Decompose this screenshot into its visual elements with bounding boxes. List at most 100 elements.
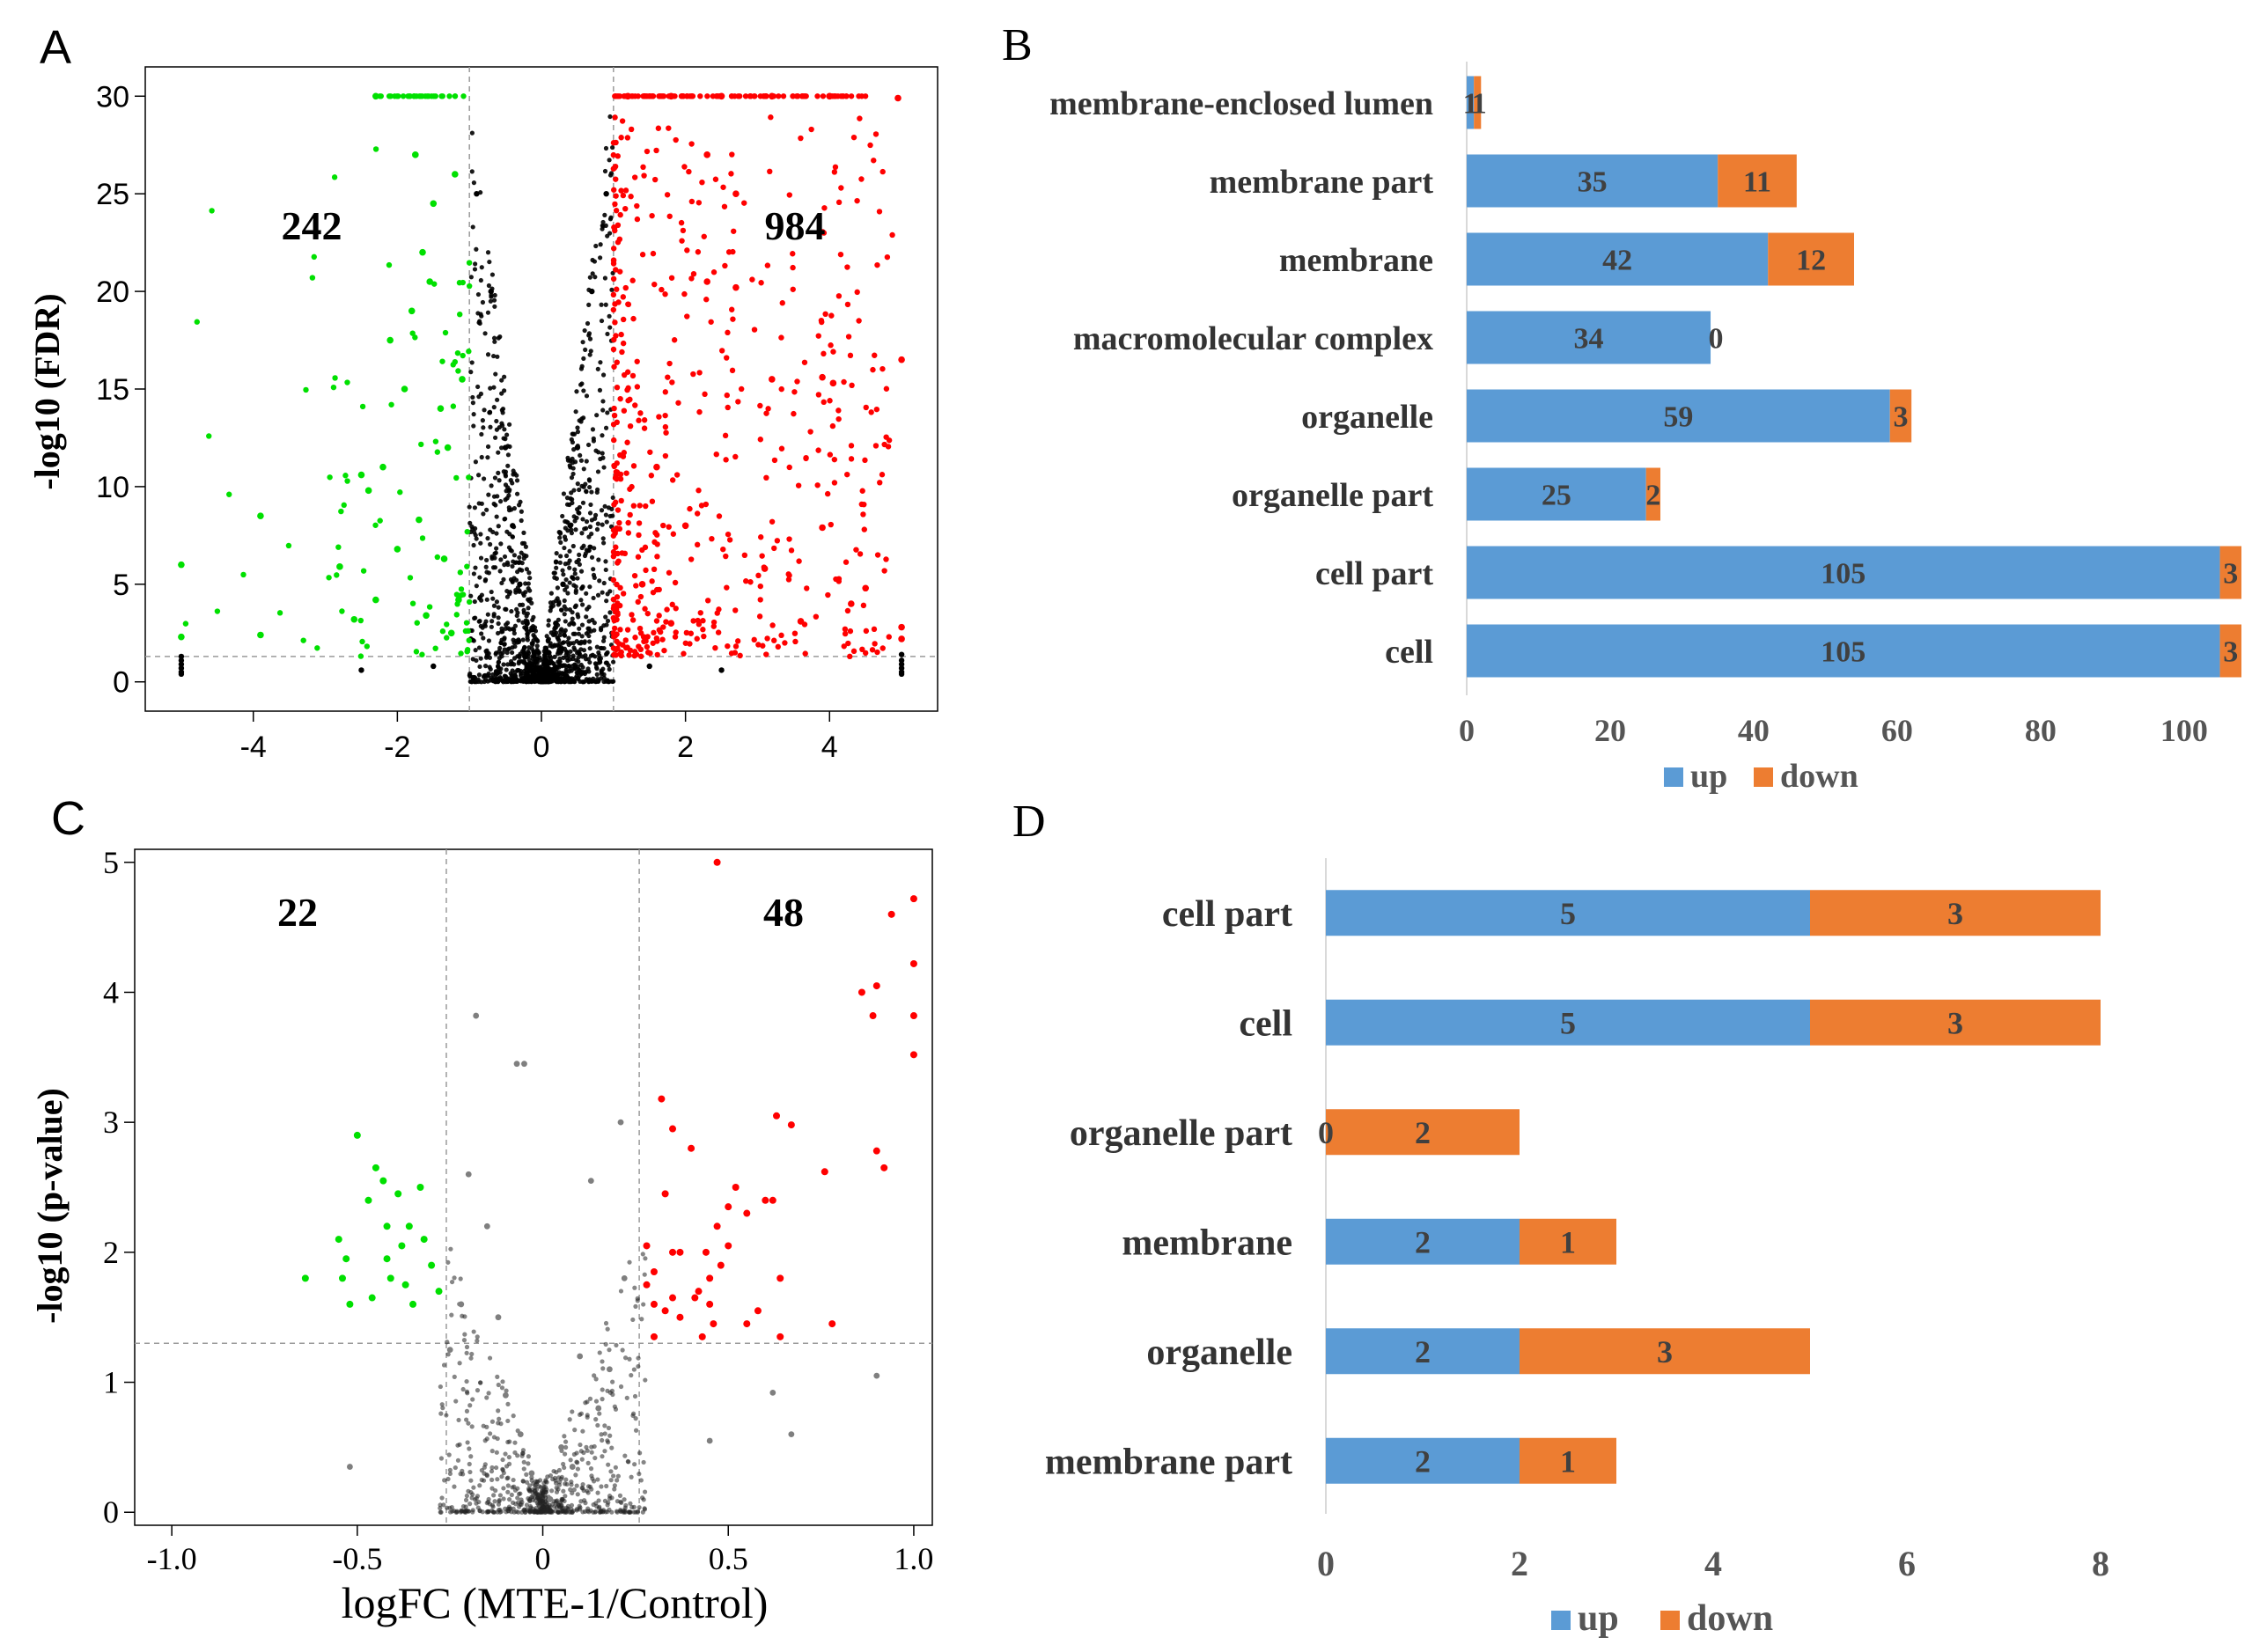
cloud-point: [515, 569, 520, 575]
cloud-point: [627, 1259, 632, 1265]
up-point: [681, 650, 687, 657]
up-point: [610, 527, 617, 533]
up-point: [619, 550, 625, 556]
cloud-point: [567, 607, 573, 613]
cloud-point: [600, 219, 606, 225]
cloud-point: [608, 215, 614, 220]
cloud-point: [641, 1497, 646, 1502]
cloud-point: [439, 1402, 445, 1407]
cloud-point: [597, 387, 603, 393]
up-point: [725, 1242, 732, 1250]
cloud-point: [577, 562, 582, 567]
down-point: [430, 200, 438, 208]
cloud-point: [558, 607, 564, 613]
cloud-point: [607, 666, 612, 672]
up-point: [614, 638, 620, 644]
x-axis-label-c: logFC (MTE-1/Control): [342, 1578, 769, 1627]
up-point: [821, 205, 828, 211]
up-point: [695, 200, 703, 206]
cloud-point: [538, 664, 543, 670]
cloud-point: [491, 612, 497, 617]
cloud-point: [499, 378, 504, 383]
cloud-point: [584, 459, 589, 464]
cloud-point: [526, 570, 532, 576]
cloud-point: [471, 571, 476, 576]
cloud-point: [500, 1379, 505, 1384]
up-point: [828, 1320, 836, 1328]
count-down-label-c: 22: [277, 890, 318, 935]
up-point: [617, 627, 623, 633]
up-point: [644, 650, 651, 656]
cloud-point: [505, 647, 511, 652]
down-point: [432, 645, 438, 651]
up-point: [790, 264, 796, 271]
up-point: [847, 653, 853, 660]
cloud-point: [617, 1493, 623, 1498]
cloud-point: [569, 437, 574, 443]
up-point: [640, 634, 647, 640]
cloud-point: [585, 1448, 590, 1453]
ns-point: [178, 661, 185, 667]
cloud-point: [592, 512, 599, 518]
cloud-point: [490, 1509, 496, 1515]
cloud-point: [600, 1366, 606, 1371]
ns-point: [483, 1222, 490, 1230]
up-point: [827, 452, 834, 458]
category-label: cell part: [1315, 555, 1433, 592]
up-point: [638, 581, 646, 588]
ns-point: [898, 651, 905, 657]
up-point: [702, 391, 708, 398]
up-point: [634, 358, 640, 364]
up-point: [636, 417, 642, 423]
up-point: [862, 584, 869, 592]
cloud-point: [509, 608, 514, 614]
down-point: [344, 478, 350, 484]
cloud-point: [552, 654, 557, 659]
cloud-point: [600, 224, 606, 229]
up-point: [610, 576, 617, 584]
up-point: [616, 602, 623, 609]
cloud-point: [518, 499, 523, 504]
up-point: [701, 233, 707, 239]
down-point: [338, 508, 344, 515]
down-point: [405, 1222, 413, 1230]
cloud-point: [532, 625, 538, 630]
cloud-point: [590, 271, 595, 276]
cloud-point: [438, 1411, 444, 1416]
cloud-point: [486, 1391, 491, 1396]
cloud-point: [567, 1417, 572, 1422]
cloud-point: [505, 485, 511, 490]
up-point: [828, 521, 834, 528]
cloud-point: [585, 1413, 590, 1418]
cloud-point: [578, 1411, 584, 1416]
down-point: [418, 441, 424, 448]
cloud-point: [600, 1454, 605, 1459]
down-point: [368, 1294, 376, 1302]
up-point: [718, 92, 725, 100]
cloud-point: [597, 652, 602, 658]
cloud-point: [495, 354, 500, 359]
bar-up-value-label: 1: [1463, 87, 1478, 120]
up-point: [615, 507, 622, 513]
cloud-point: [567, 1509, 572, 1515]
up-point: [798, 135, 804, 142]
cloud-point: [570, 679, 575, 684]
cloud-point: [592, 1443, 597, 1450]
up-point: [778, 385, 784, 393]
legend-swatch-up: [1551, 1611, 1571, 1630]
ns-point: [898, 671, 905, 678]
up-point: [647, 449, 653, 455]
up-point: [630, 503, 637, 509]
up-point: [720, 184, 726, 190]
up-point: [764, 262, 771, 268]
up-point: [757, 534, 764, 540]
cloud-point: [489, 292, 494, 297]
cloud-point: [613, 1406, 619, 1412]
up-point: [721, 203, 728, 209]
cloud-point: [578, 662, 584, 668]
cloud-point: [609, 1388, 615, 1393]
down-point: [360, 568, 367, 574]
cloud-point: [573, 1472, 578, 1478]
down-point: [378, 93, 384, 99]
cloud-point: [462, 1314, 467, 1319]
